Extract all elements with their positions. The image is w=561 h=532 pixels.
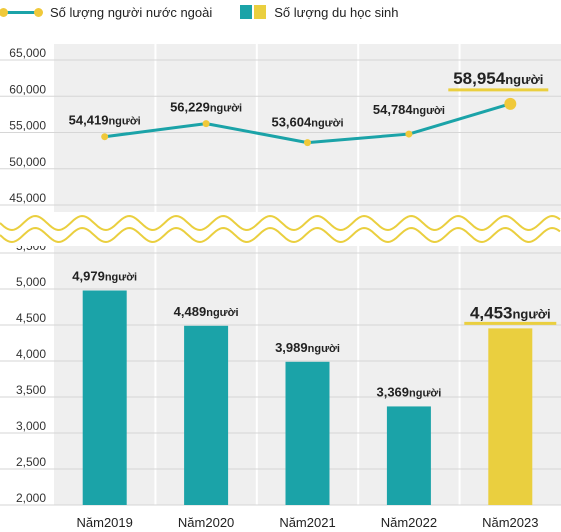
top-y-tick-label: 60,000 [9,82,46,96]
bottom-y-tick-label: 3,000 [16,419,46,433]
bar-Năm2020 [184,325,229,505]
x-tick-label: Năm2022 [381,515,437,530]
x-tick-label: Năm2020 [178,515,234,530]
line-value-label: 56,229người [170,100,242,115]
line-point-Năm2023 [504,97,517,110]
line-point-Năm2022 [405,130,413,138]
line-value-label: 53,604người [271,115,343,130]
bar-value-label: 4,979người [72,269,137,284]
bottom-y-tick-label: 5,000 [16,275,46,289]
bar-Năm2021 [285,361,330,505]
top-y-tick-label: 55,000 [9,119,46,133]
line-value-label: 54,784người [373,102,445,117]
legend-bar-label: Số lượng du học sinh [274,4,399,20]
line-point-Năm2020 [202,120,210,128]
x-tick-label: Năm2021 [279,515,335,530]
line-value-label: 58,954người [453,69,543,88]
bottom-y-tick-label: 3,500 [16,383,46,397]
bar-Năm2023 [488,328,533,505]
line-value-label: 54,419người [69,113,141,128]
bottom-y-tick-label: 2,500 [16,455,46,469]
bottom-y-tick-label: 4,000 [16,347,46,361]
bar-Năm2022 [386,406,431,505]
legend: Số lượng người nước ngoài Số lượng du họ… [0,0,426,24]
bottom-y-tick-label: 2,000 [16,491,46,505]
legend-item-line: Số lượng người nước ngoài [0,5,212,20]
x-tick-label: Năm2023 [482,515,538,530]
legend-line-label: Số lượng người nước ngoài [50,4,213,20]
axis-break-wave-bottom [0,226,561,244]
x-tick-label: Năm2019 [77,515,133,530]
bar-value-label: 3,989người [275,340,340,355]
top-y-tick-label: 65,000 [9,46,46,60]
bar-value-label: 3,369người [376,384,441,399]
legend-line-swatch [0,6,43,18]
line-point-Năm2021 [304,139,311,147]
bar-value-label: 4,489người [174,304,239,319]
line-point-Năm2019 [101,133,109,141]
legend-bar-swatch-yellow [254,5,267,19]
axis-break-wave-top [0,214,561,232]
top-y-tick-label: 45,000 [9,191,46,205]
bottom-y-tick-label: 4,500 [16,311,46,325]
bar-Năm2019 [82,290,127,505]
legend-bar-swatch-teal [240,5,253,19]
legend-item-bar: Số lượng du học sinh [240,5,398,20]
bar-value-label: 4,453người [470,303,551,322]
top-y-tick-label: 50,000 [9,155,46,169]
